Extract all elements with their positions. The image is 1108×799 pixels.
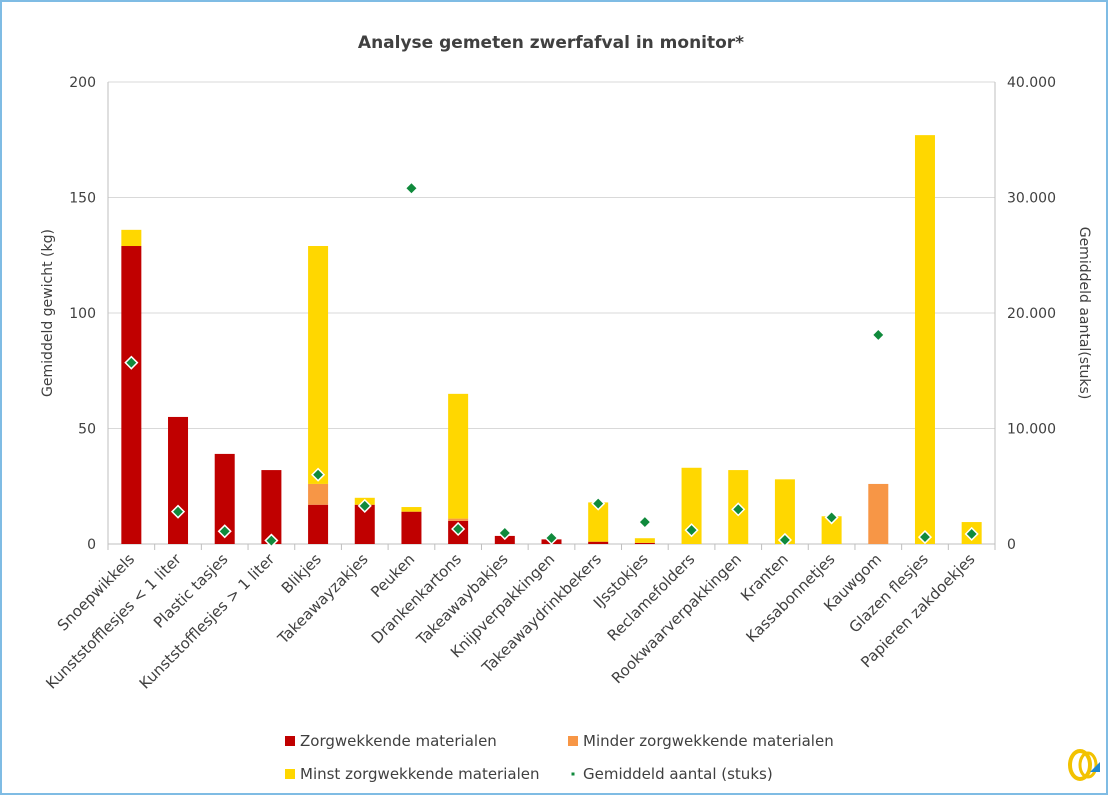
diamond-marker (777, 532, 792, 548)
bar (868, 483, 889, 544)
bar (214, 453, 235, 544)
diamond-marker (264, 533, 279, 548)
y-tick-label: 50 (78, 422, 96, 438)
chart-title: Analyse gemeten zwerfafval in monitor* (358, 33, 744, 53)
diamond-marker (964, 526, 979, 542)
y2-tick-label: 30.000 (1007, 191, 1056, 207)
y2-tick-label: 40.000 (1007, 75, 1056, 91)
y2-tick-label: 10.000 (1007, 422, 1056, 438)
diamond-marker (404, 181, 419, 196)
bar (308, 504, 329, 544)
bar (821, 516, 842, 544)
diamond-marker (311, 467, 326, 482)
diamond-marker (591, 496, 606, 511)
y-tick-label: 150 (69, 191, 96, 207)
diamond-marker (124, 355, 139, 370)
legend-swatch (285, 769, 295, 779)
bar (588, 541, 609, 544)
y-tick-label: 0 (87, 537, 96, 553)
y2-tick-label: 20.000 (1007, 306, 1056, 322)
bar (634, 538, 655, 543)
legend-swatch (568, 736, 578, 746)
diamond-marker (871, 327, 886, 343)
y-tick-label: 100 (69, 306, 96, 322)
diamond-marker (637, 514, 652, 530)
legend-label: Gemiddeld aantal (stuks) (583, 765, 773, 783)
diamond-marker (497, 525, 512, 541)
bar (168, 416, 189, 544)
bar (634, 542, 655, 544)
legend-label: Minder zorgwekkende materialen (583, 732, 834, 750)
diamond-marker (170, 504, 186, 519)
bar (681, 467, 702, 544)
bar (401, 511, 422, 544)
diamond-marker (917, 530, 933, 545)
bar (774, 479, 795, 544)
diamond-marker (217, 524, 232, 539)
diamond-marker (357, 498, 372, 513)
y-tick-label: 200 (69, 75, 96, 91)
bar (401, 507, 422, 512)
bar (354, 504, 375, 544)
diamond-marker (731, 502, 746, 517)
legend-label: Minst zorgwekkende materialen (300, 765, 540, 783)
bar (448, 393, 469, 519)
diamond-marker (824, 510, 839, 525)
bar (261, 470, 282, 544)
bar (914, 135, 935, 544)
legend-label: Zorgwekkende materialen (300, 732, 497, 750)
bar (121, 246, 142, 544)
y2-axis-title: Gemiddeld aantal(stuks) (1076, 227, 1092, 400)
diamond-marker (544, 530, 559, 546)
bar (588, 502, 609, 542)
y-axis-title: Gemiddeld gewicht (kg) (40, 229, 56, 397)
bar (121, 229, 142, 247)
legend-swatch (285, 736, 295, 746)
legend-swatch (571, 772, 575, 776)
bar (308, 246, 329, 484)
diamond-marker (684, 523, 699, 538)
logo (1068, 749, 1100, 781)
bar (308, 483, 329, 505)
bar (448, 518, 469, 521)
diamond-marker (451, 521, 466, 537)
y2-tick-label: 0 (1007, 537, 1016, 553)
